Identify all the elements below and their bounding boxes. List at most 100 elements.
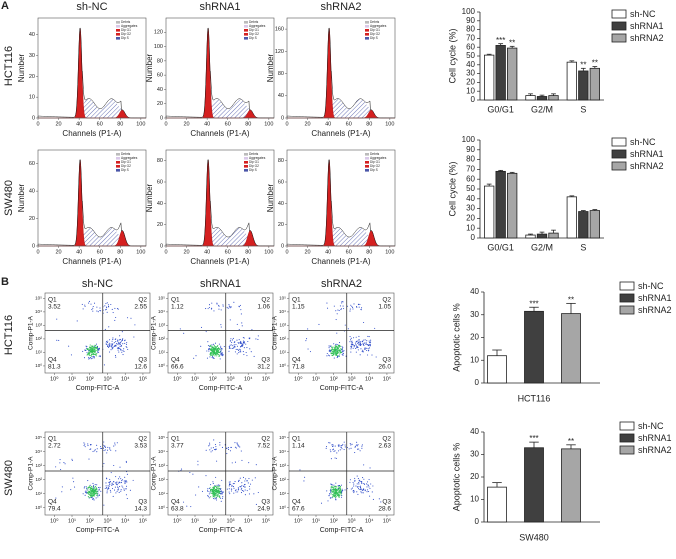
histogram-s-phase — [287, 227, 395, 246]
cell-dot — [239, 486, 241, 488]
cell-dot — [337, 309, 339, 311]
cell-dot — [364, 490, 366, 492]
cell-dot — [118, 344, 120, 346]
legend-swatch — [365, 161, 369, 164]
cell-dot — [124, 482, 126, 485]
cell-dot — [87, 353, 89, 356]
cell-dot — [208, 347, 210, 349]
cell-dot — [241, 459, 243, 461]
cell-dot — [233, 301, 235, 303]
cell-dot — [249, 488, 251, 490]
quadrant-value: 1.15 — [292, 304, 305, 311]
cell-dot — [341, 348, 343, 350]
cell-dot — [247, 482, 249, 484]
cell-dot — [125, 461, 127, 463]
cell-dot — [103, 364, 105, 366]
cell-dot — [333, 351, 335, 353]
cell-dot — [337, 346, 339, 348]
cell-dot — [360, 307, 363, 309]
cell-dot — [349, 308, 351, 310]
cell-dot — [56, 318, 58, 320]
cell-dot — [356, 341, 358, 343]
cell-dot — [217, 347, 220, 349]
significance: *** — [496, 36, 505, 45]
y-tick-label: 50 — [466, 184, 475, 193]
cell-dot — [86, 352, 88, 354]
cell-dot — [363, 483, 365, 485]
cell-dot — [218, 304, 220, 306]
cell-dot — [123, 350, 125, 353]
cell-dot — [332, 448, 335, 450]
significance: ** — [568, 437, 574, 446]
y-tick-label: 10⁴ — [158, 309, 165, 314]
cell-dot — [248, 485, 250, 487]
cell-dot — [368, 340, 370, 342]
bar — [536, 233, 548, 239]
quadrant-name: Q3 — [382, 499, 391, 506]
legend-swatch — [365, 169, 369, 172]
cell-dot — [212, 352, 214, 354]
cell-dot — [215, 476, 217, 478]
y-tick-label: 20 — [470, 472, 479, 481]
cell-dot — [106, 492, 108, 494]
cell-dot — [352, 490, 354, 492]
legend-swatch — [116, 33, 120, 36]
cell-dot — [104, 449, 106, 451]
cell-dot — [245, 478, 247, 480]
x-tick-label: 10³ — [103, 518, 111, 524]
cell-dot — [333, 496, 335, 498]
x-tick-label: 10² — [209, 376, 217, 382]
plot-frame — [286, 17, 396, 119]
cell-dot — [97, 349, 99, 351]
histogram-s-phase — [38, 227, 146, 246]
cell-dot — [210, 447, 212, 449]
cell-dot — [73, 481, 75, 483]
cell-dot — [109, 448, 111, 450]
cell-dot — [108, 326, 110, 328]
cell-dot — [229, 344, 231, 346]
cell-dot — [371, 491, 373, 493]
y-tick-label: 30 — [470, 450, 479, 459]
cell-dot — [257, 338, 259, 341]
cell-dot — [236, 442, 238, 444]
cell-dot — [333, 484, 335, 486]
bar — [548, 232, 559, 239]
cell-dot — [208, 493, 210, 495]
cell-dot — [328, 345, 330, 347]
cell-dot — [337, 350, 339, 353]
cell-dot — [326, 355, 328, 357]
cell-dot — [361, 445, 363, 447]
cell-dot — [207, 495, 209, 497]
cell-dot — [218, 495, 221, 497]
cell-dot — [248, 338, 250, 340]
y-tick-label: 0 — [281, 243, 284, 249]
cell-dot — [361, 492, 363, 494]
quadrant-name: Q3 — [261, 357, 270, 364]
cell-dot — [354, 342, 357, 344]
cell-dot — [349, 442, 351, 445]
cell-dot — [239, 341, 241, 344]
row-label: HCT116 — [3, 46, 15, 86]
cell-dot — [110, 349, 112, 351]
cell-dot — [237, 349, 240, 352]
cell-dot — [339, 488, 341, 490]
cell-dot — [116, 481, 118, 483]
legend-label: Dip G1 — [121, 28, 131, 32]
legend-label: Aggregates — [121, 24, 138, 28]
x-tick-label: 10⁴ — [244, 517, 253, 524]
cell-dot — [245, 343, 247, 345]
cell-dot — [351, 340, 353, 342]
quadrant-value: 1.14 — [292, 443, 305, 450]
cell-dot — [299, 469, 301, 471]
cell-dot — [234, 489, 236, 491]
y-axis-label: Comp-P1-A — [151, 315, 158, 350]
cell-dot — [198, 486, 200, 488]
quadrant-name: Q4 — [171, 499, 180, 506]
cell-dot — [89, 344, 91, 346]
cell-dot — [358, 479, 360, 481]
cell-dot — [215, 348, 217, 351]
cell-dot — [215, 492, 217, 494]
cell-dot — [92, 498, 94, 501]
cell-dot — [350, 346, 352, 348]
cell-dot — [333, 343, 335, 345]
